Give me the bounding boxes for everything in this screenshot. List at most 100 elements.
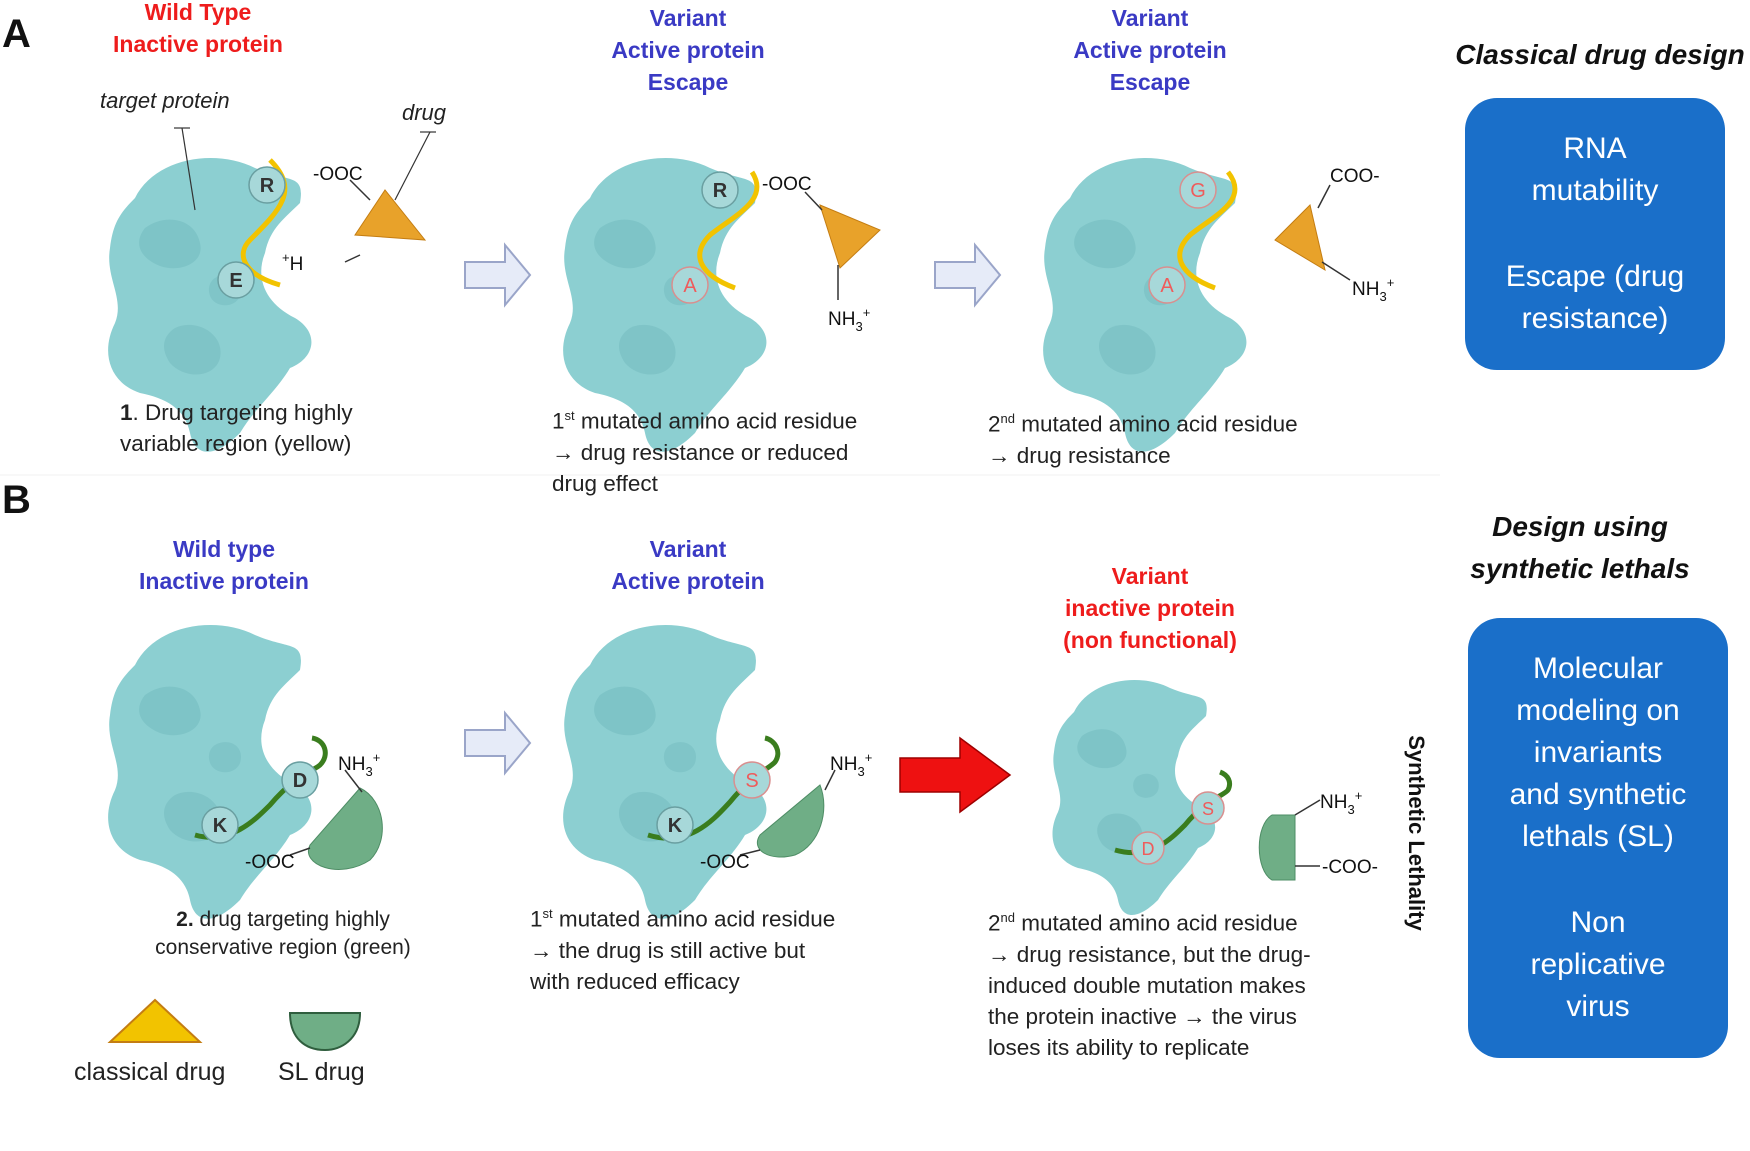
a-caption-1-number: 1 [120, 400, 133, 425]
a-header-variant1-line2: Active protein [611, 37, 765, 63]
a-h3n-1: +H [282, 250, 303, 275]
b-box-line8: virus [1566, 990, 1630, 1023]
b-residue-s2: S [745, 770, 758, 792]
a-caption-3-text1: mutated amino acid residue [1021, 411, 1298, 437]
a-header-variant1-line1: Variant [649, 5, 727, 31]
b-caption-3: 2nd mutated amino acid residue → drug re… [988, 902, 1368, 1063]
a-header-variant2: Variant Active protein Escape [990, 2, 1310, 98]
b-residue-d3: D [1142, 839, 1155, 859]
b-header-wildtype-line2: Inactive protein [139, 568, 309, 594]
b-caption-3-text5: loses its ability to replicate [988, 1034, 1250, 1060]
a-header-wildtype-line1: Wild Type [144, 0, 252, 25]
a-residue-circle-g3 [1179, 171, 1217, 209]
b-box-line5: lethals (SL) [1522, 820, 1674, 853]
b-caption-1: 2. drug targeting highly conservative re… [128, 906, 438, 962]
b-residue-circle-s2 [733, 761, 771, 799]
b-amine-3: NH3+ [1320, 788, 1362, 817]
b-header-variant1-line1: Variant [649, 536, 727, 562]
a-residue-circle-r2 [701, 171, 739, 209]
b-header-variant2-line3: (non functional) [1063, 627, 1237, 653]
a-caption-3-sup: nd [1000, 411, 1015, 426]
b-caption-3-text3: induced double mutation makes [988, 972, 1306, 998]
b-summary-box: Molecular modeling on invariants and syn… [1468, 618, 1728, 1058]
b-residue-d1: D [293, 770, 307, 792]
a-yellow-region-3 [1177, 170, 1238, 291]
a-header-wildtype-line2: Inactive protein [113, 31, 283, 57]
b-box-line2: modeling on [1516, 694, 1680, 727]
b-caption-1-text2: conservative region (green) [155, 936, 411, 959]
a-arrow-1 [464, 242, 532, 308]
b-cooh-1: -OOC [245, 852, 295, 873]
legend-classical-drug-icon [107, 998, 203, 1043]
b-red-arrow [899, 736, 1012, 814]
a-caption-3: 2nd mutated amino acid residue → drug re… [988, 403, 1348, 471]
a-cooh-1: -OOC [313, 164, 363, 185]
b-caption-3-text1: mutated amino acid residue [1021, 910, 1298, 936]
a-summary-box: RNA mutability Escape (drug resistance) [1465, 98, 1725, 370]
a-residue-circle-a2 [671, 266, 709, 304]
a-box-line2: mutability [1531, 174, 1659, 207]
b-arrow-1 [464, 710, 532, 776]
a-amine-2: NH3+ [828, 305, 870, 334]
b-protein-3 [1052, 680, 1216, 915]
a-cooh-2: -OOC [762, 174, 812, 195]
b-header-wildtype: Wild type Inactive protein [64, 533, 384, 597]
a-box-line4: resistance) [1521, 302, 1669, 335]
b-side-title-line1: Design using [1492, 511, 1668, 542]
b-sl-drug-2 [757, 784, 825, 858]
a-yellow-region-2 [697, 170, 760, 291]
b-header-variant2-line2: inactive protein [1065, 595, 1235, 621]
b-side-title: Design using synthetic lethals [1420, 506, 1740, 590]
panel-letter-a: A [2, 12, 31, 56]
a-caption-2-text1: mutated amino acid residue [580, 408, 858, 434]
a-residue-e1: E [229, 270, 242, 292]
a-residue-circle-r1 [248, 166, 286, 204]
a-caption-2-text3: drug effect [552, 470, 658, 496]
a-residue-a3: A [1160, 275, 1174, 297]
b-box-line4: and synthetic [1509, 778, 1687, 811]
a-header-variant2-line2: Active protein [1073, 37, 1227, 63]
b-header-variant1: Variant Active protein [528, 533, 848, 597]
a-classical-drug-2 [819, 204, 881, 269]
a-caption-1: 1. Drug targeting highly variable region… [120, 397, 450, 459]
a-caption-2-text2: → drug resistance or reduced [552, 439, 849, 465]
a-residue-circle-e1 [217, 261, 255, 299]
a-caption-2-sup: st [564, 408, 575, 423]
a-caption-3-text2: → drug resistance [988, 442, 1171, 468]
a-caption-2: 1st mutated amino acid residue → drug re… [552, 400, 912, 499]
b-caption-2-text3: with reduced efficacy [530, 968, 740, 994]
a-header-variant2-line1: Variant [1111, 5, 1189, 31]
legend-sl-drug-icon [288, 1012, 362, 1052]
b-caption-3-text2: → drug resistance, but the drug- [988, 941, 1311, 967]
a-box-line1: RNA [1563, 132, 1627, 165]
a-header-variant2-line3: Escape [1109, 69, 1191, 95]
b-side-title-line2: synthetic lethals [1470, 553, 1690, 584]
b-caption-2-sup: st [542, 906, 553, 921]
synthetic-lethality-label: Synthetic Lethality [1404, 735, 1429, 931]
b-residue-circle-d3 [1131, 831, 1165, 865]
a-drug-label: drug [402, 100, 447, 125]
b-residue-circle-k2 [656, 806, 694, 844]
b-residue-circle-d1 [281, 761, 319, 799]
b-residue-k2: K [668, 815, 683, 837]
b-coo-3: -COO- [1322, 857, 1378, 878]
b-residue-circle-s3 [1191, 791, 1225, 825]
b-cooh-2: -OOC [700, 852, 750, 873]
b-amine-1: NH3+ [338, 750, 380, 779]
b-sl-drug-3 [1258, 814, 1296, 881]
a-classical-drug-1 [354, 189, 427, 241]
b-residue-circle-k1 [201, 806, 239, 844]
b-box-line1: Molecular [1532, 652, 1664, 685]
a-box-line3: Escape (drug [1505, 260, 1685, 293]
a-classical-drug-3 [1274, 204, 1326, 272]
b-residue-k1: K [213, 815, 228, 837]
b-caption-3-sup: nd [1000, 910, 1015, 925]
b-caption-3-text4: the protein inactive → the virus [988, 1003, 1297, 1029]
a-coo-3: COO- [1330, 166, 1380, 187]
b-box-line3: invariants [1533, 736, 1663, 769]
b-amine-2: NH3+ [830, 750, 872, 779]
b-box-line6: Non [1570, 906, 1626, 939]
b-header-variant2: Variant inactive protein (non functional… [990, 560, 1310, 656]
b-residue-s3: S [1202, 799, 1214, 819]
